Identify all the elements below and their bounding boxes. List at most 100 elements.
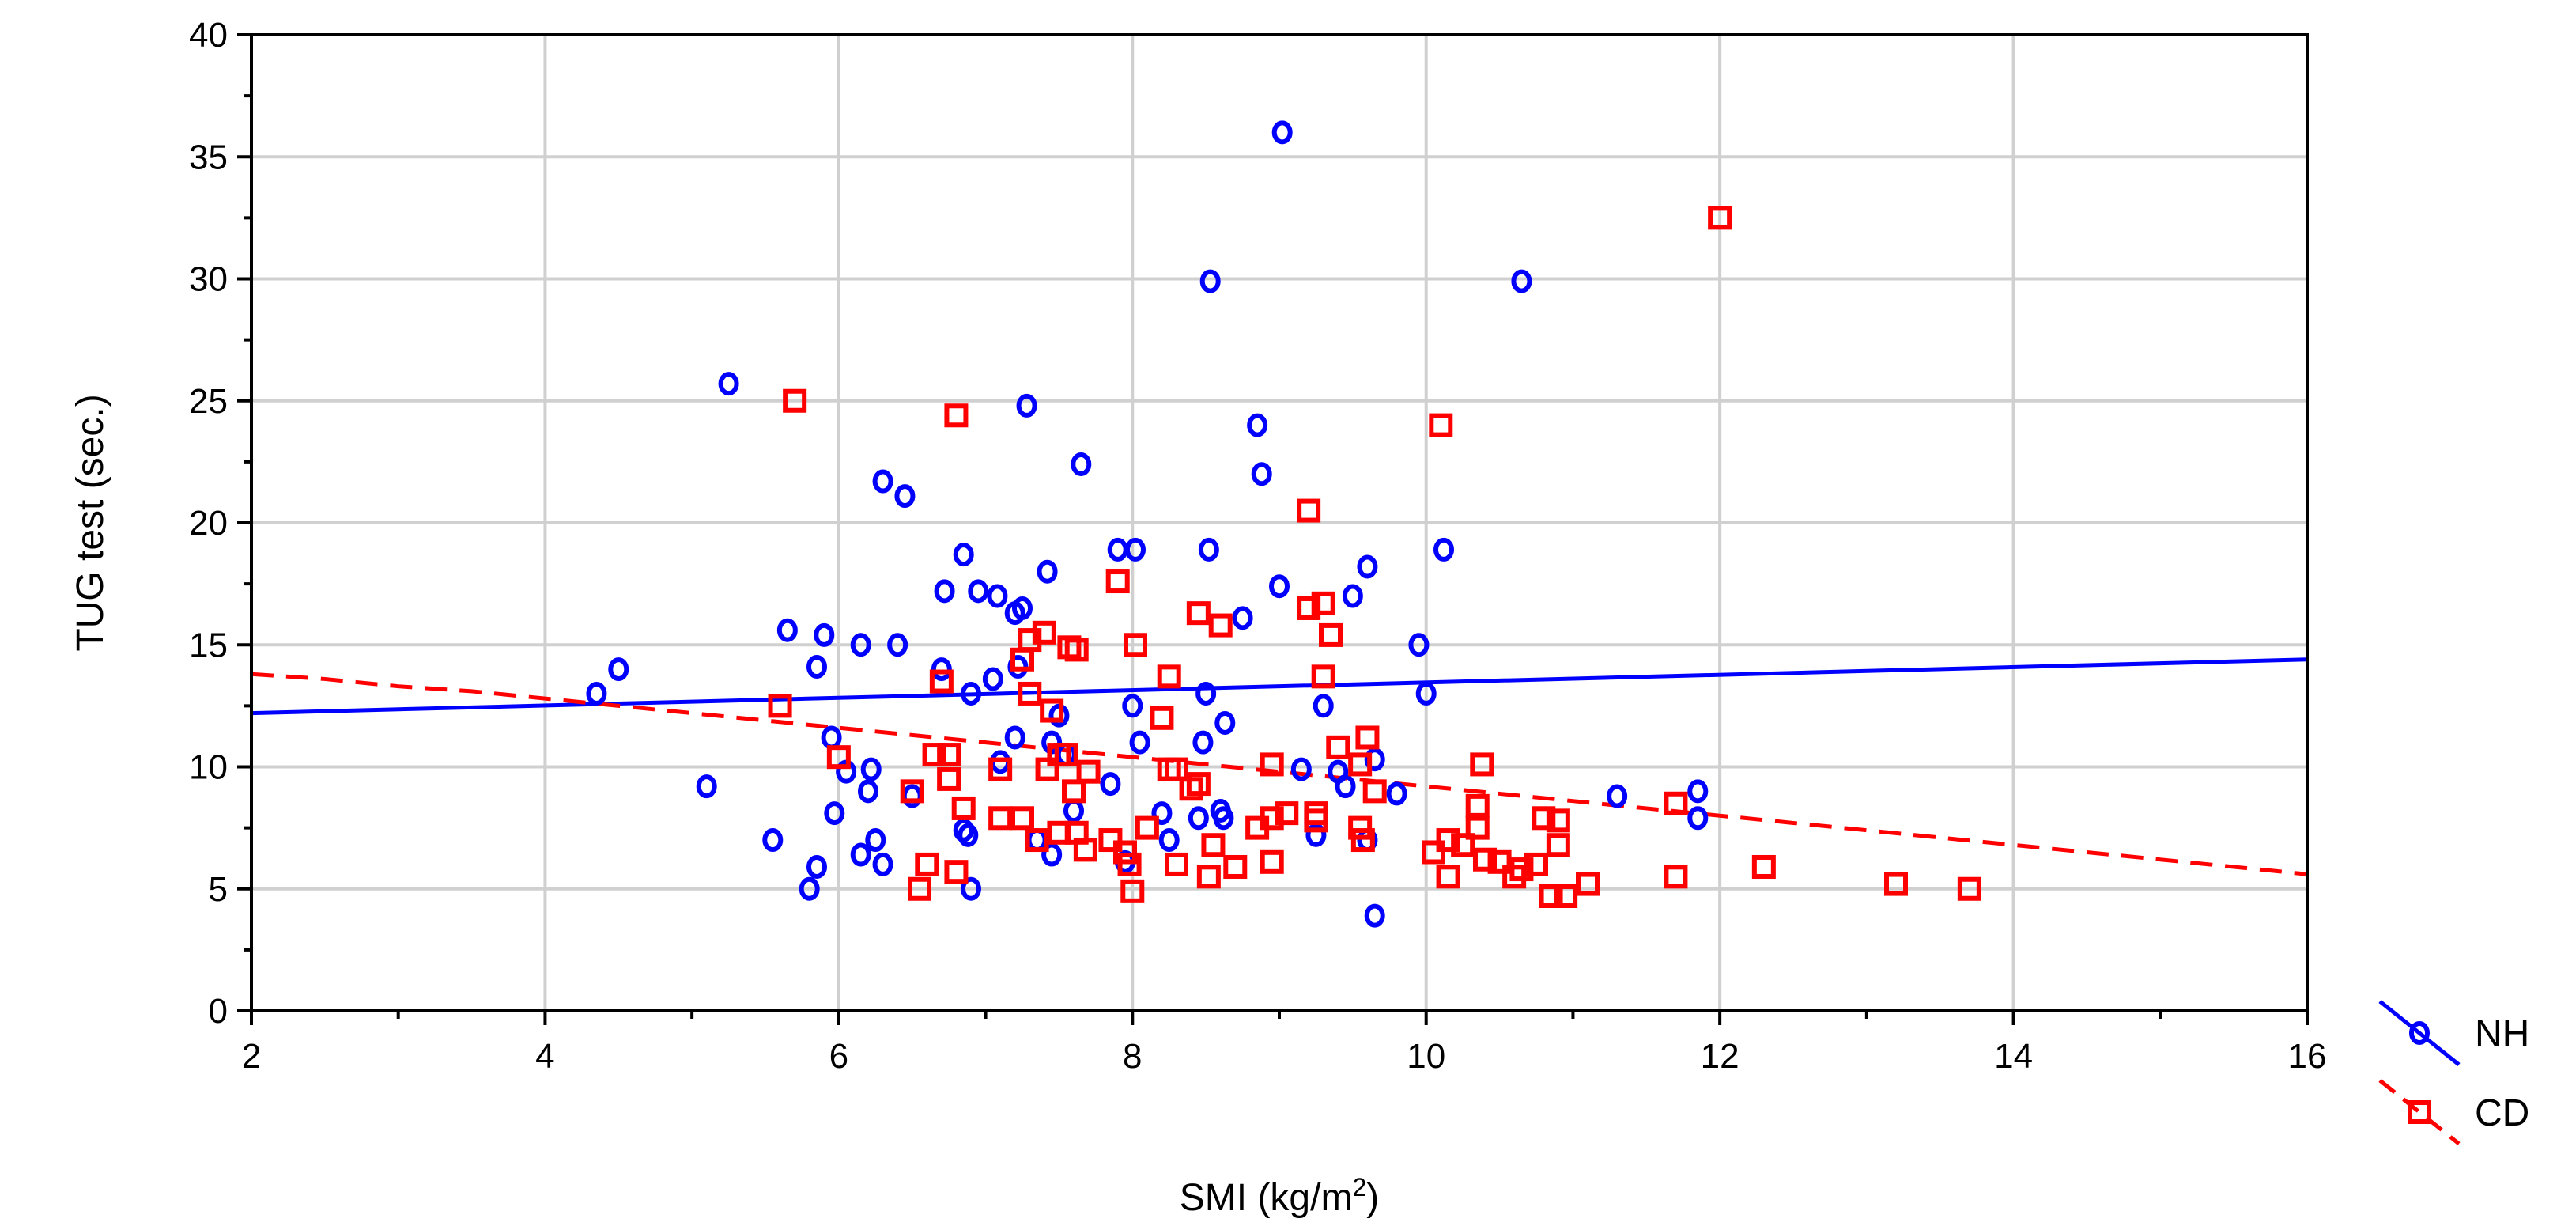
point-nh [1415, 681, 1437, 706]
axis-ticks: 2 4 6 8 10 12 14 16 0 5 10 15 20 25 30 35 40 [189, 16, 2326, 1076]
point-nh [1195, 681, 1217, 706]
point-nh [850, 842, 871, 867]
point-cd [1018, 681, 1042, 706]
point-cd [1260, 752, 1284, 777]
point-nh [821, 725, 842, 750]
point-cd [1355, 725, 1380, 750]
point-cd [1539, 884, 1563, 909]
point-nh [1192, 730, 1214, 755]
x-tick-label: 10 [1407, 1037, 1445, 1076]
point-nh [931, 657, 952, 682]
y-axis-title: TUG test (sec.) [70, 394, 111, 651]
point-cd [1135, 815, 1159, 840]
point-cd [929, 669, 954, 694]
point-cd [1436, 865, 1460, 889]
point-cd [1524, 852, 1548, 876]
y-tick-label: 40 [189, 16, 228, 55]
point-cd [1326, 735, 1350, 759]
point-nh [1063, 799, 1084, 823]
point-cd [1473, 847, 1497, 872]
point-nh [865, 828, 886, 853]
point-cd [1297, 498, 1321, 523]
point-nh [1188, 806, 1209, 831]
x-tick-label: 16 [2288, 1037, 2327, 1076]
point-cd [1062, 779, 1086, 804]
point-nh [1122, 694, 1143, 718]
point-cd [1201, 833, 1226, 857]
point-cd [826, 745, 851, 770]
point-cd [1297, 596, 1321, 620]
legend-line-nh [2378, 1000, 2461, 1066]
point-nh [1607, 784, 1628, 808]
point-nh [1271, 120, 1293, 145]
y-tick-label: 5 [209, 870, 228, 909]
y-tick-label: 20 [189, 504, 228, 543]
point-nh [1107, 537, 1128, 562]
point-cd [915, 852, 939, 876]
y-tick-label: 30 [189, 260, 228, 299]
point-cd [937, 743, 961, 767]
point-nh [1408, 633, 1430, 657]
point-cd [951, 796, 976, 820]
point-nh [608, 657, 629, 682]
point-nh [953, 543, 974, 567]
point-nh [1158, 828, 1180, 853]
point-nh [776, 618, 798, 642]
point-nh [1026, 828, 1048, 853]
point-nh [1214, 710, 1236, 735]
point-nh [1687, 779, 1709, 804]
point-nh [1251, 462, 1272, 486]
point-nh [586, 681, 607, 706]
y-tick-label: 0 [209, 992, 228, 1031]
point-nh [1342, 584, 1363, 608]
point-nh [1199, 269, 1221, 293]
point-nh [1213, 806, 1234, 831]
point-nh [987, 584, 1008, 608]
point-cd [1708, 206, 1732, 230]
point-cd [1098, 828, 1123, 853]
point-cd [1186, 772, 1211, 797]
point-cd [1470, 752, 1494, 777]
point-cd [1546, 833, 1570, 857]
x-tick-label: 8 [1123, 1037, 1142, 1076]
point-nh [1012, 596, 1033, 620]
point-nh [696, 774, 717, 799]
point-nh [894, 484, 916, 509]
point-nh [1247, 413, 1268, 437]
point-nh [1004, 725, 1025, 750]
point-cd [1120, 879, 1145, 903]
point-nh [824, 801, 845, 826]
point-cd [1105, 569, 1130, 594]
point-nh [1357, 554, 1378, 579]
point-cd [1751, 854, 1776, 879]
point-nh [1687, 806, 1709, 831]
x-tick-label: 12 [1701, 1037, 1739, 1076]
legend-label-cd: CD [2475, 1092, 2529, 1134]
point-nh [1386, 781, 1407, 806]
y-tick-label: 25 [189, 382, 228, 421]
point-cd [783, 388, 807, 413]
point-nh [806, 655, 827, 679]
x-axis-title-superscript: 2 [1352, 1173, 1366, 1201]
point-cd [1186, 601, 1211, 626]
point-cd [1348, 752, 1373, 777]
point-cd [1348, 815, 1373, 840]
point-cd [1664, 791, 1688, 815]
point-nh [1305, 823, 1327, 847]
point-cd [1117, 852, 1142, 876]
point-cd [1311, 591, 1335, 615]
point-cd [1032, 620, 1056, 645]
point-cd [1124, 633, 1147, 657]
point-nh [961, 681, 981, 706]
point-cd [1150, 706, 1174, 730]
legend-label-nh: NH [2475, 1013, 2529, 1055]
fit-line-nh [251, 657, 2308, 716]
y-tick-label: 10 [189, 748, 228, 787]
point-cd [1113, 840, 1137, 865]
legend: NH CD [2378, 1000, 2529, 1145]
point-cd [1040, 698, 1064, 723]
point-nh [1151, 801, 1173, 826]
point-cd [1208, 613, 1233, 638]
legend-line-cd [2378, 1079, 2461, 1145]
point-nh [1511, 269, 1532, 293]
